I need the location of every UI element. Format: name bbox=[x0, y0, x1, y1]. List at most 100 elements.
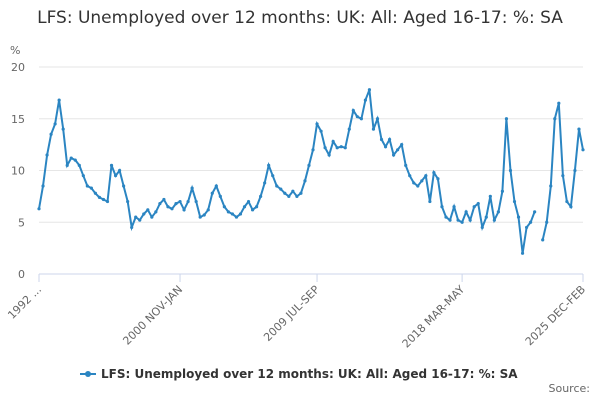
point bbox=[81, 174, 85, 178]
y-tick-label: 20 bbox=[11, 61, 25, 74]
point bbox=[287, 194, 291, 198]
point bbox=[492, 218, 496, 222]
x-tick-label: 2025 DEC-FEB bbox=[523, 283, 588, 348]
point bbox=[460, 220, 464, 224]
point bbox=[291, 189, 295, 193]
point bbox=[37, 207, 41, 211]
y-tick-label: 10 bbox=[11, 165, 25, 178]
point bbox=[307, 163, 311, 167]
point bbox=[557, 101, 561, 105]
point bbox=[97, 195, 102, 200]
point bbox=[524, 225, 529, 230]
point bbox=[130, 225, 134, 230]
point bbox=[379, 137, 384, 142]
point bbox=[255, 205, 259, 209]
x-tick-label: 2009 JUL-SEP bbox=[261, 283, 322, 344]
point bbox=[142, 212, 146, 216]
point bbox=[101, 197, 106, 202]
point bbox=[299, 191, 303, 195]
point bbox=[105, 199, 110, 204]
point bbox=[41, 184, 45, 188]
point bbox=[440, 205, 444, 209]
point bbox=[351, 108, 355, 113]
point bbox=[396, 148, 400, 152]
point bbox=[150, 215, 154, 219]
point bbox=[283, 191, 287, 195]
y-axis-label: % bbox=[10, 44, 20, 57]
point bbox=[194, 199, 198, 204]
point bbox=[49, 132, 53, 136]
point bbox=[436, 177, 440, 181]
point bbox=[109, 163, 114, 167]
legend-item: LFS: Unemployed over 12 months: UK: All:… bbox=[80, 367, 518, 381]
point bbox=[303, 179, 307, 183]
point bbox=[339, 145, 343, 149]
point bbox=[230, 212, 235, 216]
point bbox=[420, 179, 424, 183]
point bbox=[77, 163, 81, 167]
point bbox=[488, 194, 492, 198]
point bbox=[529, 220, 533, 224]
point bbox=[271, 174, 275, 178]
point bbox=[186, 199, 190, 204]
point bbox=[182, 208, 186, 212]
point bbox=[202, 213, 206, 217]
point bbox=[549, 184, 553, 188]
point bbox=[210, 191, 214, 195]
point bbox=[89, 186, 93, 190]
point bbox=[508, 168, 513, 173]
source: Source: bbox=[549, 382, 591, 395]
point bbox=[400, 143, 404, 147]
point bbox=[57, 98, 61, 102]
point bbox=[178, 199, 182, 204]
point bbox=[170, 207, 174, 211]
x-tick-label: 2018 MAR-MAY bbox=[400, 283, 468, 351]
point bbox=[138, 218, 142, 222]
point bbox=[387, 137, 392, 142]
point bbox=[73, 158, 77, 162]
point bbox=[545, 220, 549, 224]
legend-label: LFS: Unemployed over 12 months: UK: All:… bbox=[101, 367, 518, 381]
point bbox=[424, 174, 428, 178]
point bbox=[122, 184, 126, 188]
point bbox=[259, 194, 263, 198]
point bbox=[331, 139, 335, 144]
point bbox=[392, 153, 396, 157]
point bbox=[162, 197, 166, 202]
point bbox=[533, 210, 537, 214]
point bbox=[275, 184, 279, 188]
point bbox=[448, 218, 452, 222]
point bbox=[468, 218, 472, 222]
point bbox=[416, 184, 420, 188]
point bbox=[541, 238, 545, 242]
point bbox=[158, 202, 162, 206]
point bbox=[226, 210, 230, 214]
point bbox=[412, 181, 416, 185]
point bbox=[496, 210, 500, 214]
point bbox=[85, 184, 89, 188]
point bbox=[432, 170, 436, 175]
point bbox=[363, 98, 367, 102]
point bbox=[577, 127, 581, 131]
point bbox=[238, 212, 243, 216]
point bbox=[126, 199, 130, 204]
point bbox=[472, 205, 476, 209]
point bbox=[573, 168, 577, 173]
point bbox=[154, 210, 158, 214]
point bbox=[311, 148, 315, 152]
point bbox=[146, 208, 150, 212]
point bbox=[69, 156, 73, 160]
point bbox=[359, 117, 363, 121]
x-tick-label: 1992 ... bbox=[5, 283, 44, 322]
point bbox=[383, 145, 388, 149]
point bbox=[375, 117, 380, 121]
point bbox=[267, 163, 271, 167]
point bbox=[456, 218, 460, 222]
point bbox=[343, 146, 347, 150]
point bbox=[315, 122, 319, 126]
point bbox=[190, 186, 194, 190]
point bbox=[428, 199, 432, 204]
point bbox=[444, 215, 448, 219]
y-tick-label: 15 bbox=[11, 113, 25, 126]
